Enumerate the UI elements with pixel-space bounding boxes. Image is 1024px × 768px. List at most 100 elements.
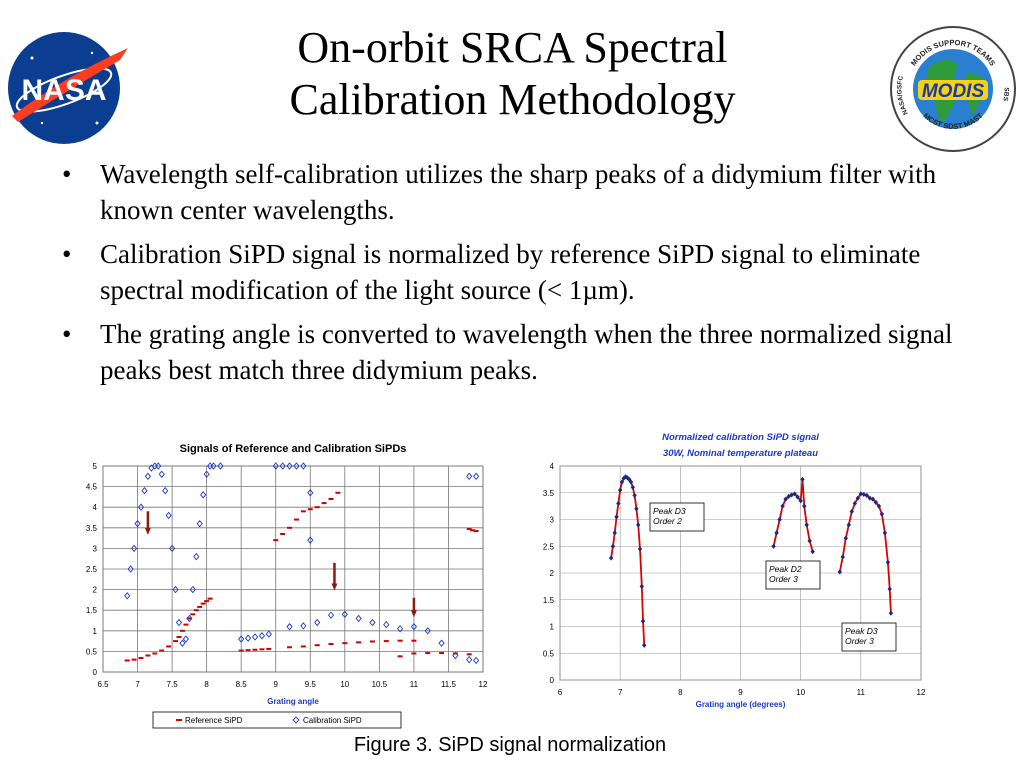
peak-arrow-head <box>144 527 151 535</box>
normalized-point <box>792 491 797 497</box>
calibration-sipd-point <box>238 635 245 643</box>
chart2-x-tick: 8 <box>678 688 683 697</box>
normalized-point <box>840 554 845 560</box>
chart2-x-tick: 11 <box>857 688 866 697</box>
chart1-legend: Reference SiPD Calibration SiPD <box>152 711 402 729</box>
calibration-sipd-point <box>144 472 151 481</box>
calibration-sipd-point <box>438 639 445 647</box>
chart2-y-tick: 0.5 <box>543 649 555 658</box>
chart2-x-tick: 12 <box>917 688 926 697</box>
calibration-sipd-point <box>466 472 473 481</box>
peak-label-box <box>841 622 897 652</box>
calibration-sipd-point <box>327 611 335 619</box>
chart2-y-tick: 1 <box>550 623 555 632</box>
calibration-sipd-point <box>203 470 210 478</box>
calibration-sipd-point <box>127 565 134 573</box>
calibration-sipd-point <box>189 585 196 594</box>
peak-arrow-head <box>410 610 417 618</box>
peak-arrow-head <box>331 583 338 591</box>
calibration-sipd-point <box>272 462 279 470</box>
calibration-sipd-point <box>182 635 189 643</box>
bullet-item: Calibration SiPD signal is normalized by… <box>58 236 988 308</box>
calibration-sipd-point <box>179 639 186 647</box>
normalized-point <box>802 503 807 509</box>
calibration-sipd-point <box>307 489 314 497</box>
calibration-sipd-point <box>158 470 165 478</box>
chart2-y-tick: 2 <box>550 569 555 578</box>
chart1-x-tick: 6.5 <box>97 680 109 689</box>
chart1-x-tick: 7.5 <box>167 680 179 689</box>
chart1-x-tick: 11.5 <box>441 680 457 689</box>
normalized-point <box>619 479 625 485</box>
legend-calibration-label: Calibration SiPD <box>303 716 362 725</box>
calibration-sipd-point <box>217 462 224 470</box>
chart1-xlabel: Grating angle <box>267 697 319 706</box>
calibration-sipd-point <box>186 614 193 623</box>
chart2-xlabel: Grating angle (degrees) <box>696 700 786 709</box>
slide-title-line1: On-orbit SRCA Spectral <box>297 23 728 72</box>
chart2-y-tick: 2.5 <box>543 542 555 551</box>
calibration-sipd-point <box>341 610 348 619</box>
legend-calibration-marker <box>292 716 300 724</box>
chart1-x-tick: 9.5 <box>305 680 317 689</box>
calibration-sipd-point <box>131 544 138 553</box>
chart1-x-tick: 8.5 <box>236 680 248 689</box>
chart2-y-tick: 3.5 <box>543 489 555 498</box>
calibration-sipd-point <box>196 519 203 528</box>
calibration-sipd-point <box>286 462 293 470</box>
signals-chart: Signals of Reference and Calibration SiP… <box>86 443 488 729</box>
calibration-sipd-point <box>245 634 252 642</box>
slide-title: On-orbit SRCA Spectral Calibration Metho… <box>160 22 865 126</box>
calibration-sipd-point <box>279 462 286 470</box>
nasa-logo: NASA <box>2 28 132 153</box>
normalized-point <box>774 530 779 536</box>
calibration-sipd-point <box>172 585 179 594</box>
peak-label-text: Peak D3 <box>653 506 686 516</box>
bullet-item: Wavelength self-calibration utilizes the… <box>58 156 988 228</box>
calibration-sipd-point <box>293 462 300 470</box>
calibration-sipd-point <box>137 503 145 511</box>
peak-label-text: Order 3 <box>769 574 798 584</box>
calibration-sipd-point <box>210 462 217 470</box>
normalized-point <box>885 559 891 565</box>
bullet-item: The grating angle is converted to wavele… <box>58 316 988 388</box>
chart1-y-tick: 0 <box>93 668 98 677</box>
normalized-point <box>639 583 645 589</box>
calibration-sipd-point <box>314 618 321 627</box>
chart1-x-tick: 10 <box>340 680 349 689</box>
calibration-sipd-point <box>175 618 183 627</box>
calibration-sipd-point <box>452 651 459 660</box>
modis-center-text: MODIS <box>922 81 985 102</box>
chart1-x-tick: 10.5 <box>372 680 388 689</box>
calibration-sipd-point <box>424 627 431 635</box>
normalized-point <box>882 530 888 536</box>
figure-caption: Figure 3. SiPD signal normalization <box>353 734 667 756</box>
chart2-title: Normalized calibration SiPD signal <box>662 432 819 443</box>
calibration-sipd-point <box>286 622 293 631</box>
chart1-y-tick: 2 <box>93 586 98 595</box>
calibration-sipd-point <box>200 491 207 499</box>
calibration-sipd-point <box>410 622 417 631</box>
calibration-sipd-point <box>193 552 200 561</box>
calibration-sipd-point <box>307 536 314 544</box>
modis-logo: MODIS MODIS SUPPORT TEAMS MCST SDST MAST… <box>888 24 1018 159</box>
chart2-x-tick: 7 <box>618 688 623 697</box>
normalized-point <box>626 476 632 482</box>
chart1-x-tick: 9 <box>274 680 279 689</box>
calibration-sipd-point <box>169 544 176 553</box>
chart2-x-tick: 10 <box>796 688 805 697</box>
chart1-y-tick: 4 <box>93 503 98 512</box>
peak-label-box <box>765 560 821 590</box>
calibration-sipd-point <box>141 487 148 495</box>
calibration-sipd-point <box>300 622 307 630</box>
chart2-y-tick: 0 <box>550 676 555 685</box>
normalized-point <box>800 476 805 482</box>
chart2-y-tick: 1.5 <box>543 596 555 605</box>
chart1-y-tick: 2.5 <box>86 565 98 574</box>
calibration-sipd-point <box>355 614 362 623</box>
chart1-y-tick: 3.5 <box>86 524 98 533</box>
calibration-sipd-point <box>300 462 307 470</box>
peak-label-text: Order 3 <box>845 636 874 646</box>
